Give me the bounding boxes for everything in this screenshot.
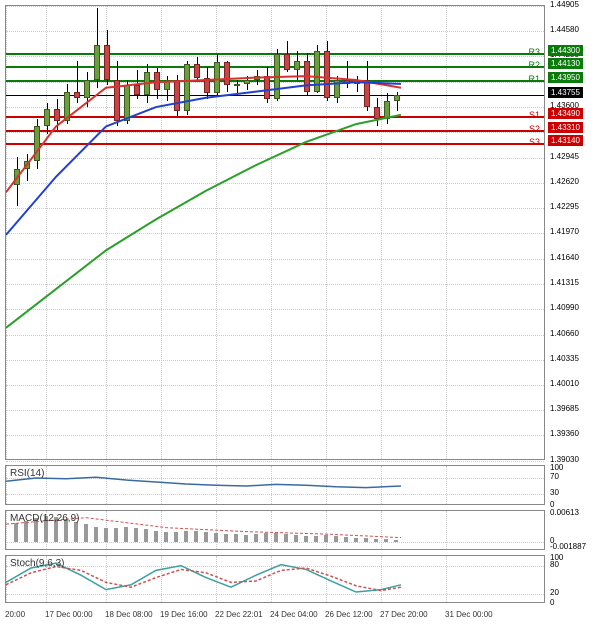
x-tick: 19 Dec 16:00 [160, 610, 208, 619]
y-tick: 1.39360 [550, 429, 579, 438]
y-tick: 1.40010 [550, 379, 579, 388]
main-price-chart[interactable]: R3 R2 R1 S1 S2 S3 [5, 5, 545, 460]
x-axis: 20:00 17 Dec 00:00 18 Dec 08:00 19 Dec 16:0… [5, 608, 595, 628]
level-R3: R3 [526, 47, 542, 57]
level-box-R3: 1.44300 [548, 45, 583, 56]
y-tick: 1.42945 [550, 152, 579, 161]
stoch-panel[interactable]: Stoch(9,6,3) [5, 555, 545, 603]
level-R1: R1 [526, 74, 542, 84]
level-S1: S1 [527, 110, 542, 120]
macd-label: MACD(12,26,9) [10, 513, 79, 524]
level-R2: R2 [526, 60, 542, 70]
y-tick: 1.40660 [550, 329, 579, 338]
level-box-S3: 1.43140 [548, 135, 583, 146]
x-tick: 18 Dec 08:00 [105, 610, 153, 619]
x-tick: 22 Dec 22:01 [215, 610, 263, 619]
level-box-R2: 1.44130 [548, 58, 583, 69]
stoch-label: Stoch(9,6,3) [10, 558, 64, 569]
y-tick: 1.39685 [550, 404, 579, 413]
rsi-panel[interactable]: RSI(14) [5, 465, 545, 505]
x-tick: 26 Dec 12:00 [325, 610, 373, 619]
macd-panel[interactable]: MACD(12,26,9) [5, 510, 545, 550]
y-tick: 1.42620 [550, 177, 579, 186]
x-tick: 27 Dec 20:00 [380, 610, 428, 619]
y-tick: 1.40335 [550, 354, 579, 363]
y-tick: 1.40990 [550, 303, 579, 312]
y-tick: 1.42295 [550, 202, 579, 211]
x-tick: 20:00 [5, 610, 25, 619]
level-S3: S3 [527, 137, 542, 147]
x-tick: 17 Dec 00:00 [45, 610, 93, 619]
rsi-label: RSI(14) [10, 468, 44, 479]
y-tick: 1.44905 [550, 0, 579, 9]
y-tick: 1.41315 [550, 278, 579, 287]
x-tick: 24 Dec 04:00 [270, 610, 318, 619]
level-S2: S2 [527, 124, 542, 134]
y-tick: 1.44580 [550, 25, 579, 34]
level-box-R1: 1.43950 [548, 72, 583, 83]
current-price: 1.43755 [548, 87, 583, 98]
x-tick: 31 Dec 00:00 [445, 610, 493, 619]
level-box-S2: 1.43310 [548, 122, 583, 133]
y-tick: 1.41970 [550, 227, 579, 236]
level-box-S1: 1.43490 [548, 108, 583, 119]
y-tick: 1.41640 [550, 253, 579, 262]
